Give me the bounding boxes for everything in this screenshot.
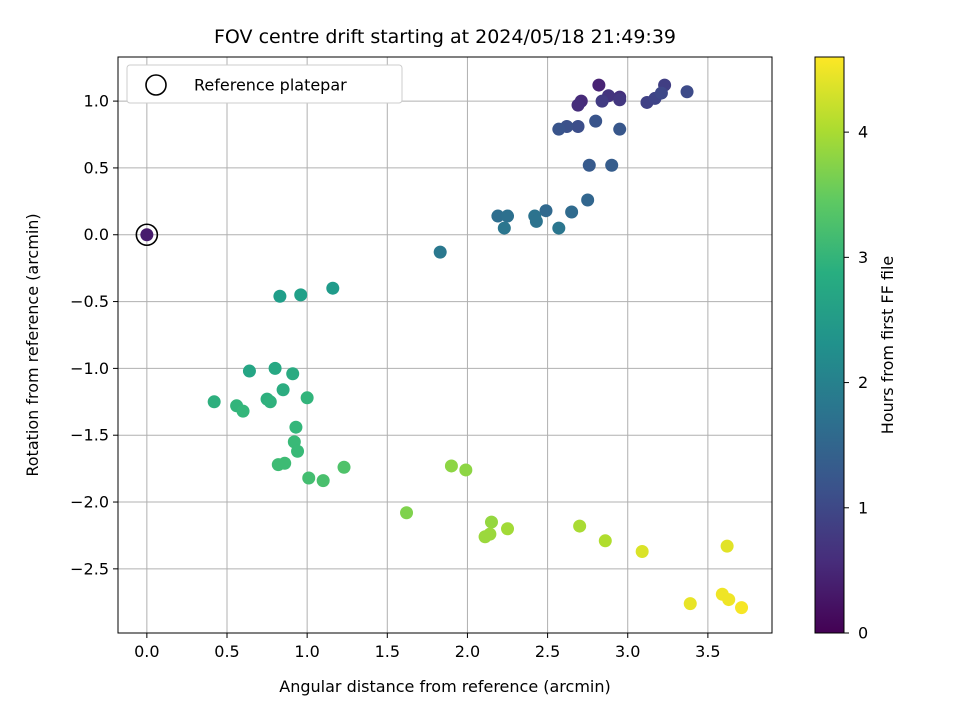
data-point <box>207 395 221 409</box>
data-point <box>491 209 505 223</box>
data-point <box>497 221 511 235</box>
data-point <box>286 367 300 381</box>
legend-marker-reference <box>145 74 167 96</box>
x-tick-label: 0.0 <box>134 642 159 661</box>
data-point <box>565 205 579 219</box>
y-tick-label: −0.5 <box>70 292 109 311</box>
y-axis-ticks: 1.0 0.5 0.0 −0.5 −1.0 −1.5 −2.0 −2.5 <box>70 92 118 578</box>
data-point <box>605 158 619 172</box>
data-point <box>316 474 330 488</box>
data-point <box>581 193 595 207</box>
y-tick-label: 0.0 <box>84 225 109 244</box>
plot-area-frame <box>117 56 773 634</box>
data-point <box>444 459 458 473</box>
data-point <box>539 204 553 218</box>
data-point <box>291 444 305 458</box>
x-tick-label: 2.5 <box>535 642 560 661</box>
data-point <box>263 395 277 409</box>
data-point <box>242 364 256 378</box>
data-point <box>300 391 314 405</box>
colorbar-tick-label: 4 <box>858 123 868 142</box>
data-point <box>571 98 585 112</box>
data-point <box>326 281 340 295</box>
data-point <box>400 506 414 520</box>
data-point <box>613 122 627 136</box>
data-point <box>484 515 498 529</box>
data-point <box>635 544 649 558</box>
x-axis-label: Angular distance from reference (arcmin) <box>279 677 610 696</box>
colorbar-tick-label: 2 <box>858 373 868 392</box>
data-point <box>720 539 734 553</box>
data-point <box>595 94 609 108</box>
data-point <box>278 456 292 470</box>
x-tick-label: 1.5 <box>375 642 400 661</box>
colorbar-tick-label: 3 <box>858 248 868 267</box>
data-point <box>589 114 603 128</box>
y-tick-label: 0.5 <box>84 158 109 177</box>
data-point <box>552 221 566 235</box>
colorbar-tick-label: 0 <box>858 624 868 643</box>
grid <box>118 57 772 633</box>
data-point <box>582 158 596 172</box>
data-point <box>273 289 287 303</box>
x-tick-label: 0.5 <box>214 642 239 661</box>
y-tick-label: −2.0 <box>70 493 109 512</box>
data-point <box>680 85 694 99</box>
legend-label-reference: Reference platepar <box>194 76 347 95</box>
colorbar-tick-label: 1 <box>858 498 868 517</box>
x-tick-label: 3.0 <box>615 642 640 661</box>
data-point <box>573 519 587 533</box>
scatter-series <box>135 78 749 615</box>
data-point <box>571 119 585 133</box>
y-tick-label: 1.0 <box>84 92 109 111</box>
colorbar-gradient <box>815 57 844 633</box>
colorbar-label: Hours from first FF file <box>878 256 897 435</box>
colorbar: 0 1 2 3 4 Hours from first FF file <box>814 56 897 643</box>
data-point <box>683 597 697 611</box>
data-point <box>140 228 154 242</box>
data-point <box>289 420 303 434</box>
x-tick-label: 1.0 <box>294 642 319 661</box>
data-point <box>302 471 316 485</box>
legend-box <box>126 64 403 104</box>
y-tick-label: −1.0 <box>70 359 109 378</box>
y-tick-label: −2.5 <box>70 559 109 578</box>
data-point <box>483 527 497 541</box>
x-tick-label: 2.0 <box>455 642 480 661</box>
data-point <box>501 522 515 536</box>
data-point <box>654 86 668 100</box>
data-point <box>433 245 447 259</box>
data-point <box>294 288 308 302</box>
data-point <box>722 593 736 607</box>
x-axis-ticks: 0.0 0.5 1.0 1.5 2.0 2.5 3.0 3.5 <box>134 633 721 661</box>
x-tick-label: 3.5 <box>695 642 720 661</box>
data-point <box>268 361 282 375</box>
data-point <box>598 534 612 548</box>
y-tick-label: −1.5 <box>70 426 109 445</box>
data-point <box>236 404 250 418</box>
y-axis-label: Rotation from reference (arcmin) <box>23 213 42 476</box>
data-point <box>459 463 473 477</box>
colorbar-ticks: 0 1 2 3 4 <box>844 123 868 643</box>
legend: Reference platepar <box>126 64 403 104</box>
reference-platepar-marker <box>135 223 159 247</box>
chart-title: FOV centre drift starting at 2024/05/18 … <box>214 26 676 48</box>
data-point <box>337 460 351 474</box>
colorbar-frame <box>814 56 845 634</box>
data-point <box>592 78 606 92</box>
data-point <box>735 601 749 615</box>
data-point <box>276 383 290 397</box>
data-point <box>529 214 543 228</box>
data-point <box>552 122 566 136</box>
data-point <box>501 209 515 223</box>
data-point <box>613 93 627 107</box>
